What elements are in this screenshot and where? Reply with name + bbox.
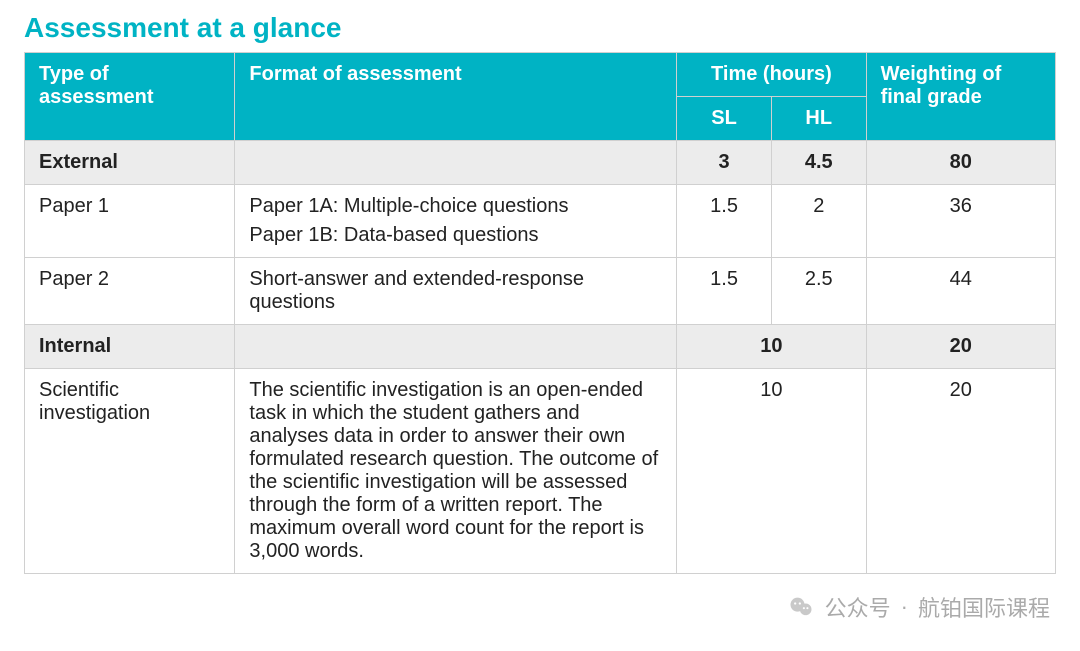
cell-weight: 44 [866, 258, 1055, 325]
cell-hl: 2.5 [771, 258, 866, 325]
cell-hl: 2 [771, 185, 866, 258]
page: Assessment at a glance Type of assessmen… [0, 0, 1080, 574]
col-header-time-group: Time (hours) [677, 53, 866, 97]
page-title: Assessment at a glance [24, 12, 1056, 44]
cell-format: Paper 1A: Multiple-choice questions Pape… [235, 185, 677, 258]
table-row: Scientific investigation The scientific … [25, 369, 1056, 574]
section-row-external: External 3 4.5 80 [25, 141, 1056, 185]
col-header-weight: Weighting of final grade [866, 53, 1055, 141]
format-line: The scientific investigation is an open-… [249, 379, 662, 563]
section-sl: 3 [677, 141, 772, 185]
section-weight: 80 [866, 141, 1055, 185]
table-row: Paper 2 Short-answer and extended-respon… [25, 258, 1056, 325]
section-weight: 20 [866, 325, 1055, 369]
watermark-name: 航铂国际课程 [918, 591, 1050, 623]
format-line: Paper 1B: Data-based questions [249, 224, 662, 247]
format-line: Short-answer and extended-response quest… [249, 268, 662, 314]
format-line: Paper 1A: Multiple-choice questions [249, 195, 662, 218]
watermark: 公众号 · 航铂国际课程 [787, 591, 1050, 623]
cell-sl: 1.5 [677, 258, 772, 325]
wechat-icon [787, 593, 815, 621]
assessment-table: Type of assessment Format of assessment … [24, 52, 1056, 574]
section-hl: 4.5 [771, 141, 866, 185]
cell-time-combined: 10 [677, 369, 866, 574]
col-header-format: Format of assessment [235, 53, 677, 141]
section-row-internal: Internal 10 20 [25, 325, 1056, 369]
table-body: External 3 4.5 80 Paper 1 Paper 1A: Mult… [25, 141, 1056, 574]
section-format-empty [235, 325, 677, 369]
cell-sl: 1.5 [677, 185, 772, 258]
section-label: Internal [25, 325, 235, 369]
section-label: External [25, 141, 235, 185]
col-header-sl: SL [677, 97, 772, 141]
cell-type: Paper 1 [25, 185, 235, 258]
cell-weight: 20 [866, 369, 1055, 574]
cell-type: Paper 2 [25, 258, 235, 325]
section-time-combined: 10 [677, 325, 866, 369]
cell-type: Scientific investigation [25, 369, 235, 574]
col-header-hl: HL [771, 97, 866, 141]
section-format-empty [235, 141, 677, 185]
table-row: Paper 1 Paper 1A: Multiple-choice questi… [25, 185, 1056, 258]
watermark-prefix: 公众号 [825, 591, 891, 623]
col-header-type: Type of assessment [25, 53, 235, 141]
cell-format: The scientific investigation is an open-… [235, 369, 677, 574]
table-header: Type of assessment Format of assessment … [25, 53, 1056, 141]
watermark-separator: · [901, 594, 908, 620]
cell-format: Short-answer and extended-response quest… [235, 258, 677, 325]
cell-weight: 36 [866, 185, 1055, 258]
